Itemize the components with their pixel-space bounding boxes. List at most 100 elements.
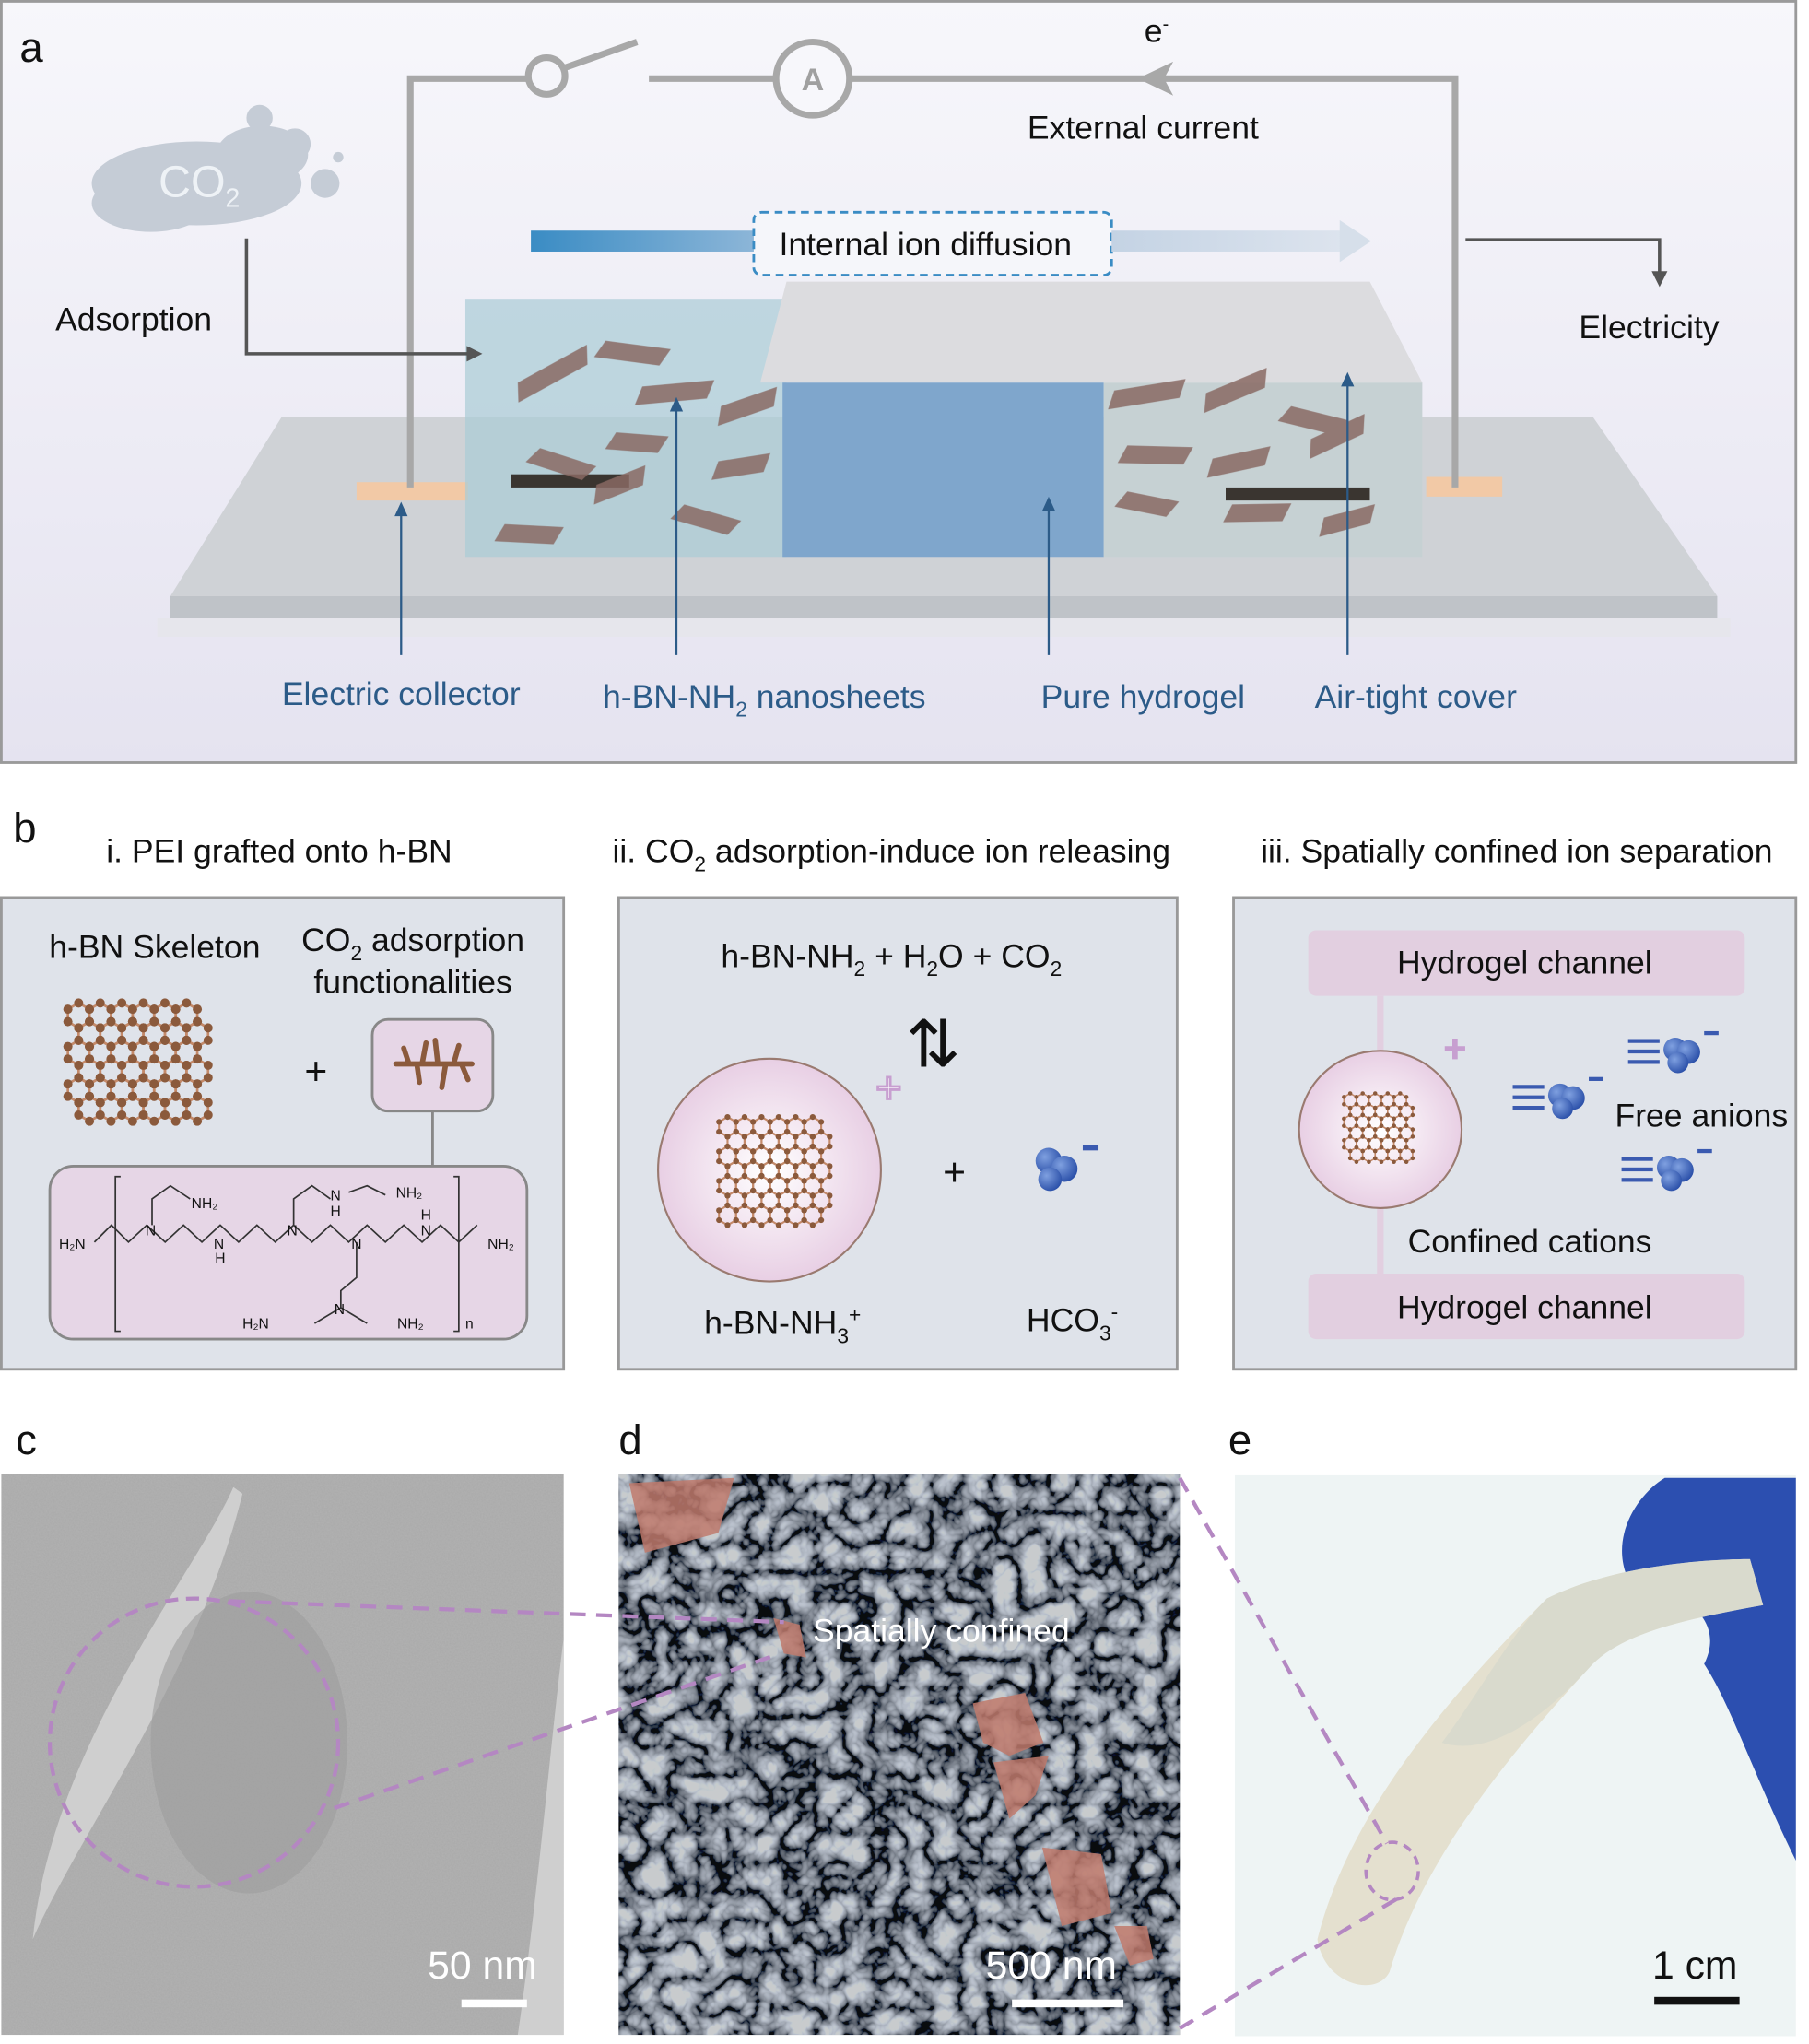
pei-atom-labels: H₂N NH₂ NH₂ NH₂ N N H N N N H H N N H₂N … [59, 1186, 514, 1333]
panel-e: e 1 cm [1228, 1416, 1796, 2037]
nanosheet [593, 464, 646, 505]
functionalities-label: functionalities [313, 964, 511, 1001]
nanosheet [1206, 446, 1271, 478]
cation-label: h-BN-NH3+ [704, 1303, 861, 1348]
svg-text:n: n [465, 1317, 474, 1333]
nanosheets-in-network [628, 1477, 1154, 1966]
cation-particle [657, 1057, 882, 1283]
zoom-region-circle [1364, 1840, 1420, 1902]
svg-text:NH₂: NH₂ [192, 1196, 218, 1212]
nanosheet [517, 344, 588, 403]
bicarbonate-anion-icon [1035, 1145, 1099, 1192]
scale-bar [1012, 1999, 1124, 2008]
co2-cloud-icon [91, 104, 344, 232]
hydrogel-channel-bottom [1308, 1273, 1745, 1340]
nanosheet [711, 452, 771, 480]
co2-label: CO2 [159, 157, 240, 213]
nanosheet [593, 340, 671, 366]
ammeter-label: A [802, 63, 825, 98]
nanosheet [494, 523, 564, 545]
confined-cation-particle [1298, 1050, 1463, 1209]
nanosheets-label: h-BN-NH2 nanosheets [603, 678, 926, 722]
scale-bar [1654, 1996, 1740, 2005]
hbn-nh3-lattice [716, 1113, 833, 1228]
air-tight-cover [760, 281, 1423, 383]
panel-letter-c: c [16, 1416, 37, 1463]
hbn-skeleton-label: h-BN Skeleton [49, 928, 260, 965]
nanosheet [1310, 414, 1365, 459]
pei-structure-box [48, 1164, 529, 1341]
hydrogel-strip [1317, 1558, 1764, 1986]
nanosheet [717, 386, 778, 427]
pei-branch-icon [393, 1038, 475, 1090]
svg-text:N: N [421, 1224, 431, 1239]
free-anion-icons [1512, 1030, 1719, 1192]
air-tight-cover-label: Air-tight cover [1315, 678, 1517, 715]
ion-diffusion-bar [531, 230, 757, 252]
adsorption-chamber [464, 299, 787, 558]
diffusion-arrow-icon [1339, 219, 1371, 263]
heading-i: i. PEI grafted onto h-BN [106, 833, 452, 870]
nanosheet [1223, 503, 1292, 523]
pei-structure [93, 1175, 478, 1333]
svg-text:NH₂: NH₂ [397, 1317, 424, 1333]
hbn-lattice [63, 998, 213, 1126]
internal-ion-diffusion-label: Internal ion diffusion [779, 226, 1072, 263]
electricity-arrow [1465, 238, 1662, 276]
nanosheet [670, 504, 742, 535]
zoom-connector-lines [229, 1476, 1399, 2030]
switch-icon [524, 54, 569, 98]
electric-collector-right [1426, 476, 1503, 497]
zoom-region-circle [47, 1596, 341, 1889]
free-anions-label: Free anions [1615, 1098, 1788, 1134]
panel-letter-e: e [1228, 1416, 1251, 1463]
scale-bar [461, 1999, 527, 2008]
nanosheet [605, 432, 669, 453]
box-iii: Hydrogel channel Hydrogel channel + Free… [1232, 896, 1798, 1371]
panel-d: d Spatially confined 500 nm [618, 1416, 1181, 2036]
nanosheet [634, 380, 715, 405]
electric-collector-left [356, 482, 468, 501]
scale-bar-label: 1 cm [1652, 1944, 1737, 1988]
positive-charge-icon: + [1444, 1029, 1465, 1070]
panel-c: c 50 nm [1, 1416, 564, 2036]
circuit [406, 39, 1459, 488]
box-ii: h-BN-NH2 + H2O + CO2 ⇅ + + h-BN-NH3+ HCO… [617, 896, 1179, 1371]
electricity-label: Electricity [1579, 309, 1719, 346]
svg-text:N: N [288, 1224, 298, 1239]
adsorption-arrow [244, 238, 473, 356]
anion-label: HCO3- [1027, 1300, 1118, 1345]
nanosheet [525, 448, 597, 481]
reaction-equation: h-BN-NH2 + H2O + CO2 [721, 937, 1062, 981]
heading-iii: iii. Spatially confined ion separation [1261, 833, 1772, 870]
plus-sign: + [304, 1050, 327, 1094]
pure-hydrogel-label: Pure hydrogel [1041, 678, 1245, 715]
panel-letter-b: b [13, 805, 36, 852]
svg-text:N: N [146, 1224, 156, 1239]
panel-letter-a: a [19, 24, 43, 71]
scale-bar-label: 50 nm [428, 1944, 537, 1988]
nanosheets [494, 340, 1375, 545]
svg-text:H: H [215, 1251, 225, 1267]
svg-text:N: N [330, 1188, 340, 1204]
device-illustration [157, 281, 1731, 637]
pure-hydrogel [782, 382, 1104, 558]
nanosheet [1108, 379, 1186, 410]
spatially-confined-label: Spatially confined [813, 1613, 1070, 1650]
svg-text:H: H [421, 1208, 431, 1224]
panel-a: a A e- External current [0, 0, 1798, 764]
current-arrow-icon [1137, 61, 1174, 96]
scale-bar-label: 500 nm [986, 1944, 1117, 1988]
hydrogel-channel-bottom-label: Hydrogel channel [1397, 1288, 1652, 1325]
hydrogel-channel-top [1308, 930, 1745, 996]
electric-collector-label: Electric collector [282, 675, 521, 712]
svg-text:N: N [351, 1237, 361, 1252]
nanosheet [1204, 368, 1267, 414]
electron-label: e- [1145, 13, 1169, 50]
nanosheet [1117, 445, 1193, 465]
label-pointers [400, 382, 1349, 655]
co2-adsorption-label: CO2 adsorption [301, 922, 524, 965]
panel-b: b i. PEI grafted onto h-BN ii. CO2 adsor… [0, 805, 1798, 1371]
ion-diffusion-box [752, 210, 1113, 276]
